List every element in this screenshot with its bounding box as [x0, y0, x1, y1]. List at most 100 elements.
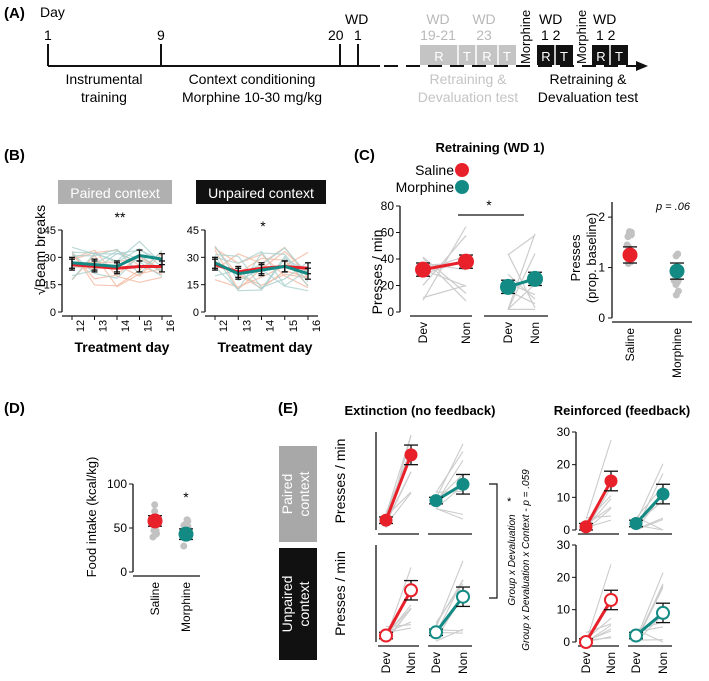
mean-point-morphine	[429, 494, 443, 508]
food-intake-chart: 0 50 100 Saline Morphine *	[107, 477, 200, 632]
beam-chart-paired: 0 15 30 45 12 13 14 15 16	[44, 225, 177, 332]
panel-a: (A) Day 1 9 20 WD 1 Instrumental trainin…	[4, 4, 648, 105]
mean-point-saline	[404, 583, 418, 598]
individual-point	[672, 291, 680, 299]
food-y-tick-label: 100	[107, 477, 127, 491]
e-y-tick-label: 0	[563, 635, 570, 649]
individual-line	[635, 518, 664, 531]
black-box-t: T	[560, 49, 568, 64]
beam-x-tick-label: 12	[75, 320, 87, 332]
individual-line	[507, 233, 536, 310]
row-unpaired-box	[279, 548, 317, 660]
retraining-chart: 0 20 40 60 80 Dev Non Dev Non *	[381, 197, 548, 344]
beam-x-tick-label: 13	[98, 320, 110, 332]
panel-c-ylabel: Presses / min	[369, 230, 385, 315]
gray-block	[420, 45, 516, 65]
mean-point-saline	[404, 448, 418, 462]
individual-line	[435, 508, 464, 515]
timeline-arrow	[636, 61, 648, 71]
individual-point	[152, 527, 160, 535]
prop-y-tick-label: 0	[598, 311, 605, 325]
prop-x-tick-label: Morphine	[670, 328, 684, 378]
panel-c-right-ylabel-2: (prop. baseline)	[584, 213, 599, 303]
mean-point-saline	[604, 592, 618, 607]
phase1b-label: training	[81, 89, 127, 105]
morphine-label-2: Morphine	[574, 10, 589, 64]
individual-line	[507, 273, 536, 300]
individual-line	[422, 235, 467, 286]
mean-point-morphine	[629, 628, 643, 643]
beam-y-tick-label: 30	[44, 252, 56, 264]
individual-point	[151, 501, 159, 509]
mean-point-morphine	[456, 589, 470, 604]
mean-line-saline	[584, 480, 613, 528]
mean-point-morphine	[669, 263, 685, 279]
beam-x-tick-label: 12	[218, 320, 230, 332]
e-y-tick-label: 10	[557, 603, 571, 617]
legend-saline: Saline	[415, 162, 454, 178]
row-paired-box	[279, 446, 317, 542]
beam-y-tick-label: 0	[50, 307, 56, 319]
individual-line	[585, 564, 612, 643]
mean-point-saline	[415, 261, 431, 278]
c-x-tick-label: Dev	[416, 322, 430, 343]
mean-line-saline	[384, 454, 413, 521]
gray-wd1-label: WD	[426, 11, 449, 27]
mean-point-morphine	[429, 625, 443, 640]
day-label: Day	[40, 4, 65, 20]
stat-text-1: Group x Devaluation	[507, 514, 518, 606]
stat-bracket	[489, 483, 498, 599]
stat-sig: *	[507, 496, 512, 508]
e-ylabel: Presses / min	[332, 551, 348, 636]
e-x-tick-label: Dev	[629, 652, 643, 673]
black-caption-1: Retraining &	[549, 71, 627, 87]
mean-point-saline	[379, 628, 393, 643]
unpaired-xlabel: Treatment day	[218, 339, 313, 355]
e-x-tick-label: Dev	[579, 652, 593, 673]
individual-line	[435, 507, 464, 520]
beam-x-tick-label: 14	[265, 320, 277, 332]
presses-y-tick-label: 60	[381, 226, 395, 240]
paired-title-box	[58, 180, 172, 204]
individual-line	[585, 439, 612, 520]
beam-chart-unpaired: 0 15 30 45 12 13 14 15 16	[187, 225, 323, 332]
individual-line	[385, 471, 412, 524]
black-box-r: R	[541, 49, 550, 64]
individual-line	[635, 463, 664, 523]
black-wd2-days: 1 2	[596, 27, 616, 43]
panel-e-title-right: Reinforced (feedback)	[554, 403, 691, 418]
mean-point-saline	[579, 635, 593, 649]
presses-y-tick-label: 20	[381, 279, 395, 293]
panel-e: (E) Extinction (no feedback) Reinforced …	[278, 400, 690, 674]
panel-e-label: (E)	[278, 400, 298, 417]
individual-point	[672, 252, 680, 260]
mean-point-morphine	[527, 270, 543, 287]
prop-y-tick-label: 2	[598, 210, 605, 224]
beam-x-tick-label: 13	[241, 320, 253, 332]
morphine-label-1: Morphine	[518, 10, 533, 64]
tick-wd-1: 1	[354, 27, 362, 43]
panel-d-ylabel: Food intake (kcal/kg)	[84, 457, 99, 578]
panel-a-label: (A)	[4, 5, 25, 22]
e-y-tick-label: 20	[557, 570, 571, 584]
e-y-tick-label: 30	[557, 425, 571, 439]
paired-sig: **	[115, 209, 126, 225]
black-box-t: T	[615, 49, 623, 64]
legend-saline-marker	[455, 163, 469, 177]
e-x-tick-label: Non	[404, 652, 418, 674]
e-y-tick-label: 10	[557, 490, 571, 504]
individual-line	[214, 252, 309, 291]
presses-y-tick-label: 0	[387, 305, 394, 319]
individual-line	[214, 251, 309, 288]
panel-e-title-left: Extinction (no feedback)	[345, 403, 496, 418]
mean-point-saline	[622, 247, 638, 263]
beam-x-tick-label: 16	[165, 320, 177, 332]
phase2b-label: Morphine 10-30 mg/kg	[182, 89, 322, 105]
mean-line-morphine	[434, 595, 465, 634]
mean-point-morphine	[656, 605, 670, 620]
individual-line	[385, 435, 412, 515]
gray-caption-2: Devaluation test	[418, 89, 519, 105]
gray-caption-1: Retraining &	[429, 71, 507, 87]
tick-day-1: 1	[44, 27, 52, 43]
legend-morphine: Morphine	[396, 179, 455, 195]
